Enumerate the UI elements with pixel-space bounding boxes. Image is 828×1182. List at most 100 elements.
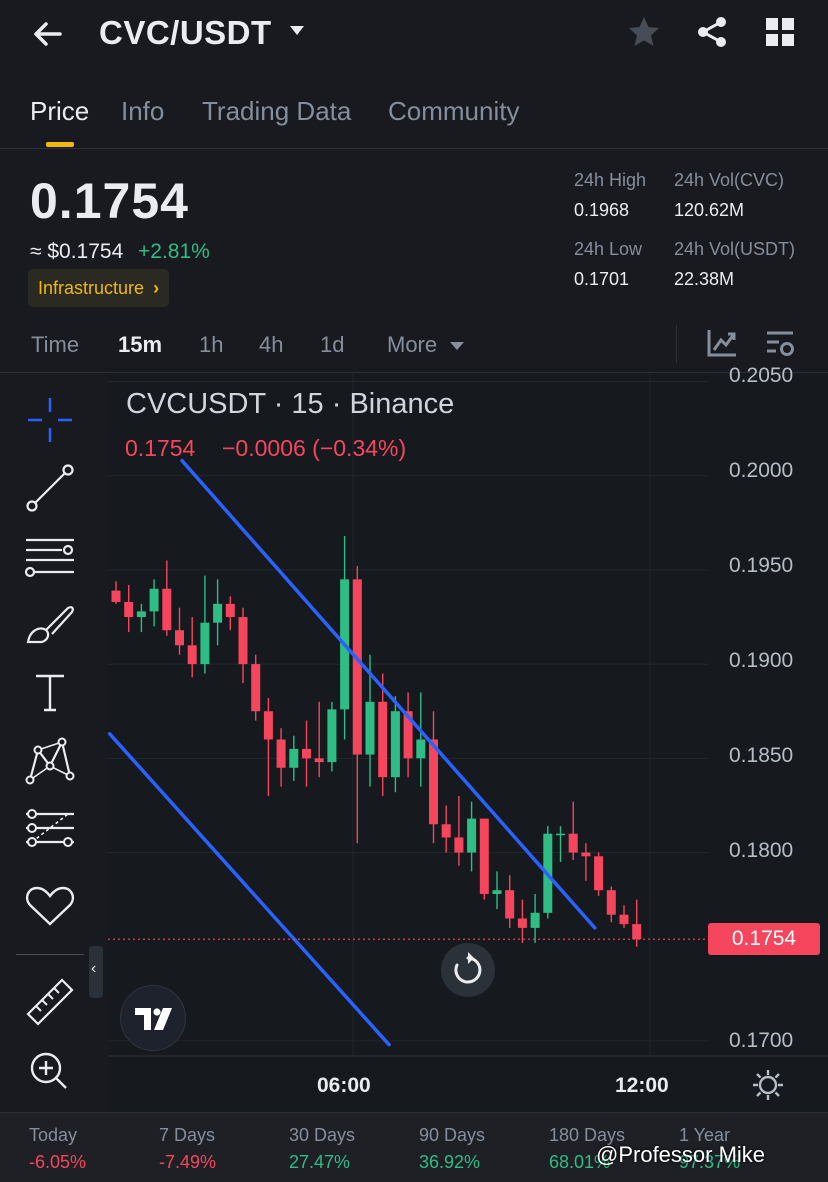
perf-value: 68.01% (549, 1152, 611, 1172)
perf-value: 36.92% (419, 1152, 481, 1172)
candle-body (365, 701, 375, 755)
fib-icon[interactable] (22, 800, 78, 856)
perf-1y: 1 Year 97.37% (679, 1125, 740, 1173)
candle-body (505, 890, 515, 919)
stat-vol-quote-value: 22.38M (674, 269, 735, 289)
candle-body (594, 856, 604, 891)
crosshair-icon[interactable] (22, 392, 78, 448)
candle-body (314, 758, 324, 763)
perf-today: Today -6.05% (29, 1125, 86, 1173)
stat-vol-base-label: 24h Vol(CVC) (674, 170, 785, 190)
performance-bar: Today -6.05% 7 Days -7.49% 30 Days 27.47… (0, 1112, 828, 1182)
category-tag[interactable]: Infrastructure › (28, 269, 170, 307)
tab-info[interactable]: Info (121, 96, 165, 126)
grid-icon[interactable] (764, 16, 796, 48)
caret-down-icon (450, 342, 465, 351)
ruler-icon[interactable] (22, 974, 78, 1030)
indicator-settings-icon[interactable] (764, 328, 796, 358)
heart-icon[interactable] (22, 878, 78, 934)
interval-15m[interactable]: 15m (118, 332, 163, 357)
candle-body (429, 739, 438, 825)
candle-body (556, 833, 565, 836)
caret-down-icon[interactable] (288, 24, 306, 38)
candle-body (441, 824, 451, 838)
reset-chart-button[interactable] (441, 943, 495, 997)
candle-body (200, 622, 210, 665)
chevron-left-icon: ‹ (91, 960, 97, 977)
candle-body (111, 590, 121, 602)
trend-line-icon[interactable] (22, 460, 78, 516)
section-tabs: Price Info Trading Data Community (0, 88, 828, 148)
interval-time[interactable]: Time (31, 332, 80, 357)
usd-price: ≈ $0.1754 (30, 240, 124, 263)
candle-body (467, 818, 477, 853)
candle-body (302, 748, 311, 759)
candle-body (619, 914, 629, 925)
perf-label: 7 Days (159, 1125, 216, 1145)
stat-vol-base-value: 120.62M (674, 200, 745, 220)
interval-1h[interactable]: 1h (199, 332, 224, 357)
pair-title[interactable]: CVC/USDT (99, 14, 272, 51)
candlestick-chart[interactable] (0, 374, 828, 1112)
divider (0, 372, 828, 373)
brush-icon[interactable] (22, 596, 78, 652)
toolbar-collapse-handle[interactable]: ‹ (89, 946, 103, 998)
pattern-icon[interactable] (22, 732, 78, 788)
candle-body (378, 701, 388, 778)
horizontal-lines-icon[interactable] (22, 528, 78, 584)
candle-body (149, 588, 159, 612)
price-change-percent: +2.81% (138, 240, 210, 263)
ohlc-last-value: 0.1754 (125, 435, 196, 461)
y-tick-label: 0.1850 (729, 744, 794, 767)
candle-body (238, 617, 248, 665)
share-icon[interactable] (694, 14, 730, 50)
x-tick-label: 06:00 (317, 1074, 371, 1097)
perf-180d: 180 Days 68.01% (549, 1125, 625, 1173)
toolbar-separator (676, 325, 677, 363)
gear-icon[interactable] (751, 1068, 785, 1102)
candle-body (136, 611, 146, 618)
interval-more[interactable]: More (387, 332, 465, 358)
text-icon[interactable] (22, 664, 78, 720)
candle-body (479, 818, 489, 894)
y-tick-label: 0.1800 (729, 839, 794, 862)
candle-body (454, 837, 464, 853)
active-tab-indicator (46, 142, 74, 147)
star-icon[interactable] (626, 14, 662, 50)
interval-1d[interactable]: 1d (320, 332, 345, 357)
watermark-text: @Professor Mike (596, 1142, 766, 1167)
tab-community[interactable]: Community (388, 96, 520, 126)
interval-4h[interactable]: 4h (259, 332, 284, 357)
candle-body (530, 912, 540, 928)
perf-label: 1 Year (679, 1125, 731, 1145)
stat-low-value: 0.1701 (574, 269, 630, 289)
last-price: 0.1754 (30, 173, 189, 229)
chart-settings-icon[interactable] (706, 328, 738, 358)
perf-value: 97.37% (679, 1152, 741, 1172)
stat-high-label: 24h High (574, 170, 647, 190)
zoom-in-icon[interactable] (22, 1042, 78, 1098)
x-tick-label: 12:00 (615, 1074, 669, 1097)
divider (0, 148, 828, 149)
candle-body (352, 579, 362, 755)
drawing-toolbar (0, 374, 102, 1112)
candle-body (327, 709, 337, 763)
stat-low-label: 24h Low (574, 239, 643, 259)
y-tick-label: 0.2000 (729, 459, 794, 482)
back-arrow-icon[interactable] (30, 16, 66, 52)
candle-body (124, 601, 134, 618)
perf-value: -7.49% (159, 1152, 217, 1172)
chevron-right-icon: › (153, 278, 160, 298)
perf-label: 30 Days (289, 1125, 356, 1145)
tab-price[interactable]: Price (30, 96, 90, 126)
stat-high-value: 0.1968 (574, 200, 630, 220)
tab-trading-data[interactable]: Trading Data (202, 96, 352, 126)
candle-body (175, 630, 184, 646)
candle-body (162, 588, 172, 631)
chart-symbol-line: CVCUSDT · 15 · Binance (126, 388, 455, 420)
candle-body (517, 918, 527, 928)
reset-icon (454, 952, 482, 984)
perf-90d: 90 Days 36.92% (419, 1125, 485, 1173)
ohlc-change-value: −0.0006 (−0.34%) (222, 435, 407, 461)
tradingview-logo-icon (120, 985, 186, 1051)
